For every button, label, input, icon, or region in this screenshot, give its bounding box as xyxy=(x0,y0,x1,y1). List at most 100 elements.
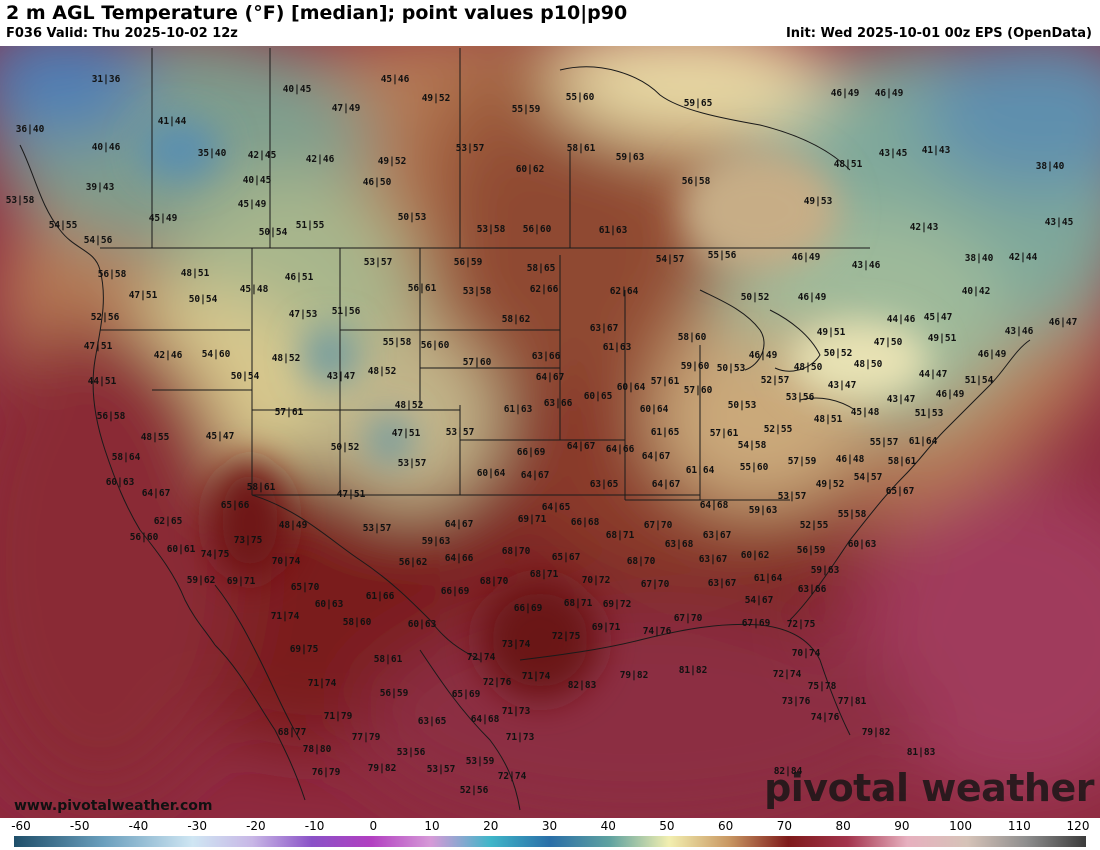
point-value-label: 71|79 xyxy=(324,711,353,722)
point-value-label: 41|43 xyxy=(922,145,951,156)
temperature-map[interactable]: 31|36 40|45 45|46 49|52 55|60 59|65 46|49 46|49… xyxy=(0,46,1100,818)
point-value-label: 51|56 xyxy=(332,306,361,317)
point-value-label: 46|50 xyxy=(363,177,392,188)
point-value-label: 58|60 xyxy=(678,332,707,343)
point-value-label: 59|63 xyxy=(749,505,778,516)
point-value-label: 54|57 xyxy=(656,254,685,265)
point-value-label: 61|65 xyxy=(651,427,680,438)
legend-tick: 0 xyxy=(369,819,378,833)
baja-coast xyxy=(214,644,306,801)
point-value-label: 64|67 xyxy=(142,488,171,499)
point-value-label: 60|62 xyxy=(516,164,545,175)
point-value-label: 58|62 xyxy=(502,314,531,325)
point-value-label: 69|71 xyxy=(518,514,547,525)
point-value-label: 64|68 xyxy=(471,714,500,725)
point-value-label: 67|70 xyxy=(644,520,673,531)
point-value-label: 45|47 xyxy=(924,312,953,323)
point-value-label: 79|82 xyxy=(862,727,891,738)
point-value-label: 53|57 xyxy=(456,143,485,154)
point-value-label: 53|58 xyxy=(463,286,492,297)
point-value-label: 66|69 xyxy=(517,447,546,458)
point-value-label: 56|59 xyxy=(454,257,483,268)
point-value-label: 74|76 xyxy=(811,712,840,723)
temperature-field xyxy=(0,46,1100,818)
point-value-label: 53|58 xyxy=(477,224,506,235)
point-value-label: 52|56 xyxy=(91,312,120,323)
point-value-label: 65|69 xyxy=(452,689,481,700)
point-value-label: 48|51 xyxy=(181,268,210,279)
point-value-label: 64|65 xyxy=(542,502,571,513)
colorbar-fill xyxy=(14,836,1086,847)
point-value-label: 45|46 xyxy=(381,74,410,85)
point-value-label: 50|53 xyxy=(717,363,746,374)
point-value-label: 40|42 xyxy=(962,286,991,297)
point-value-label: 63|67 xyxy=(699,554,728,565)
point-value-label: 60|62 xyxy=(741,550,770,561)
point-value-label: 48|50 xyxy=(854,359,883,370)
point-value-label: 45|49 xyxy=(149,213,178,224)
point-value-label: 47|50 xyxy=(874,337,903,348)
point-value-label: 56|62 xyxy=(399,557,428,568)
point-value-label: 46|47 xyxy=(1049,317,1078,328)
init-time: Init: Wed 2025-10-01 00z EPS (OpenData) xyxy=(785,26,1092,41)
point-value-label: 63|67 xyxy=(590,323,619,334)
point-value-label: 50|53 xyxy=(728,400,757,411)
legend-tick: 120 xyxy=(1066,819,1090,833)
point-value-label: 61|66 xyxy=(366,591,395,602)
point-value-label: 47|51 xyxy=(84,341,113,352)
point-value-label: 64|67 xyxy=(445,519,474,530)
point-value-label: 61|63 xyxy=(603,342,632,353)
point-value-label: 49|52 xyxy=(422,93,451,104)
point-value-label: 64|67 xyxy=(652,479,681,490)
point-value-label: 68|70 xyxy=(480,576,509,587)
point-value-label: 47|51 xyxy=(392,428,421,439)
point-value-label: 53|56 xyxy=(786,392,815,403)
point-value-label: 74|76 xyxy=(643,626,672,637)
point-value-label: 40|46 xyxy=(92,142,121,153)
point-value-label: 46|49 xyxy=(749,350,778,361)
point-value-label: 48|51 xyxy=(814,414,843,425)
point-value-label: 63|66 xyxy=(544,398,573,409)
point-value-label: 50|52 xyxy=(824,348,853,359)
point-value-label: 59|63 xyxy=(811,565,840,576)
point-value-label: 58|65 xyxy=(527,263,556,274)
state-lines xyxy=(100,248,790,501)
legend-tick: -30 xyxy=(187,819,207,833)
point-value-label: 46|49 xyxy=(792,252,821,263)
point-value-label: 52|55 xyxy=(764,424,793,435)
hudson-bay xyxy=(559,66,851,171)
point-value-label: 72|75 xyxy=(552,631,581,642)
point-value-label: 56|61 xyxy=(408,283,437,294)
point-value-label: 48|51 xyxy=(834,159,863,170)
point-value-label: 50|53 xyxy=(398,212,427,223)
legend-tick: 20 xyxy=(483,819,499,833)
point-value-label: 73|75 xyxy=(234,535,263,546)
point-value-label: 60|65 xyxy=(584,391,613,402)
atlantic-coast xyxy=(789,339,1031,621)
legend-tick: 90 xyxy=(894,819,910,833)
point-value-label: 39|43 xyxy=(86,182,115,193)
point-value-label: 59|62 xyxy=(187,575,216,586)
point-value-label: 51|53 xyxy=(915,408,944,419)
point-value-label: 61|64 xyxy=(909,436,938,447)
point-value-label: 35|40 xyxy=(198,148,227,159)
point-value-label: 56|58 xyxy=(98,269,127,280)
point-value-label: 52|57 xyxy=(761,375,790,386)
point-values: 31|36 40|45 45|46 49|52 55|60 59|65 46|49 46|49… xyxy=(6,74,1078,796)
point-value-label: 67|70 xyxy=(641,579,670,590)
point-value-label: 62|66 xyxy=(530,284,559,295)
point-value-label: 56|58 xyxy=(97,411,126,422)
point-value-label: 38|40 xyxy=(1036,161,1065,172)
website-link[interactable]: www.pivotalweather.com xyxy=(14,798,213,814)
point-value-label: 64|67 xyxy=(567,441,596,452)
legend-tick: 30 xyxy=(541,819,558,833)
point-value-label: 64|67 xyxy=(521,470,550,481)
point-value-label: 71|73 xyxy=(502,706,531,717)
point-value-label: 64|66 xyxy=(606,444,635,455)
point-value-label: 52|56 xyxy=(460,785,489,796)
point-value-label: 50|52 xyxy=(331,442,360,453)
point-value-label: 42|46 xyxy=(154,350,183,361)
point-value-label: 47|53 xyxy=(289,309,318,320)
point-value-label: 40|45 xyxy=(243,175,272,186)
